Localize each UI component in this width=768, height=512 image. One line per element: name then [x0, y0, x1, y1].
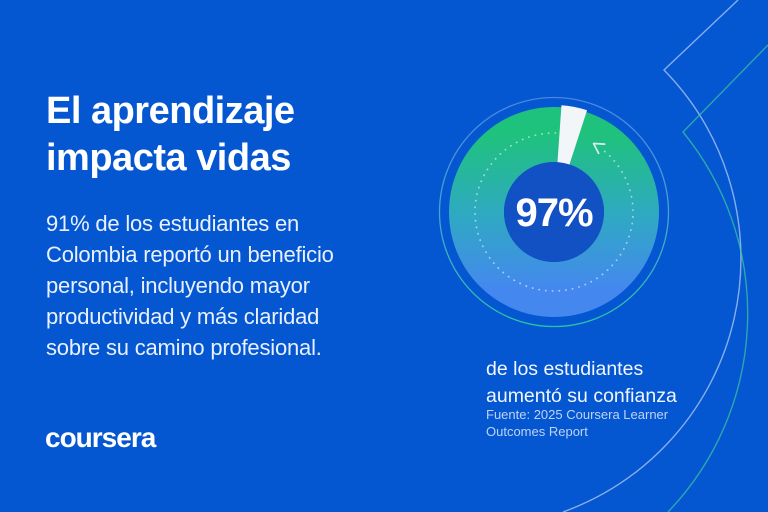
caption-line: aumentó su confianza — [486, 385, 677, 407]
chart-caption: de los estudiantes aumentó su confianza — [486, 356, 677, 410]
body-line: 91% de los estudiantes en — [46, 211, 300, 236]
caption-line: de los estudiantes — [486, 358, 644, 380]
progress-arrow-icon — [592, 142, 606, 155]
title-line-2: impacta vidas — [46, 137, 291, 179]
donut-ring — [449, 107, 659, 317]
donut-gap-slice — [557, 105, 588, 171]
title-line-1: El aprendizaje — [46, 90, 295, 132]
chart-source: Fuente: 2025 Coursera Learner Outcomes R… — [486, 407, 668, 440]
source-line: Outcomes Report — [486, 423, 588, 439]
body-line: personal, incluyendo mayor — [46, 273, 310, 298]
donut-center-value: 97% — [515, 191, 592, 235]
body-line: Colombia reportó un beneficio — [46, 242, 334, 267]
source-line: Fuente: 2025 Coursera Learner — [486, 407, 669, 422]
body-line: productividad y más claridad — [46, 304, 320, 329]
coursera-logo: coursera — [45, 422, 156, 453]
dotted-progress-track — [474, 132, 634, 292]
body-paragraph: 91% de los estudiantes en Colombia repor… — [46, 208, 406, 363]
donut-chart: 97% — [438, 96, 670, 328]
page-title: El aprendizaje impacta vidas — [46, 88, 406, 182]
body-line: sobre su camino profesional. — [46, 335, 322, 360]
donut-center — [504, 162, 604, 262]
donut-outline-ring — [438, 96, 670, 328]
hero-text-block: El aprendizaje impacta vidas 91% de los … — [46, 88, 406, 363]
